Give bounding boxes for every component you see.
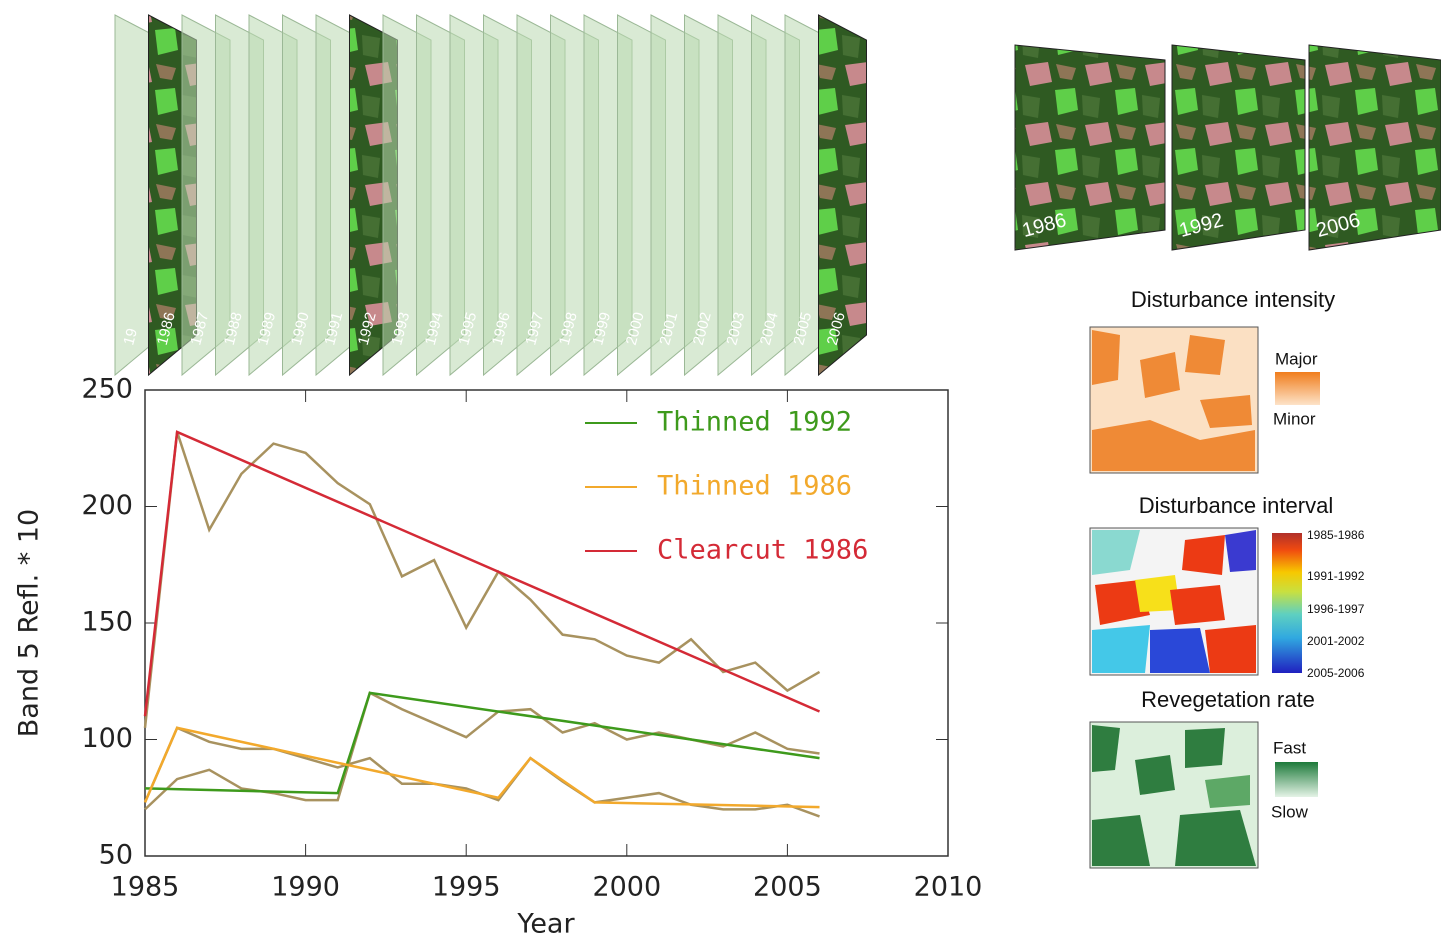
legend-label: Thinned 1986 — [657, 471, 852, 502]
x-tick-label: 1985 — [111, 872, 180, 903]
fitted-line — [145, 728, 820, 807]
y-tick-label: 250 — [81, 374, 133, 405]
colorbar-label: Minor — [1273, 409, 1316, 428]
y-tick-label: 200 — [81, 490, 133, 521]
figure: 1919861987198819891990199119921993199419… — [0, 0, 1441, 938]
map-title: Revegetation rate — [1141, 687, 1315, 712]
colorbar-label: 2001-2002 — [1307, 634, 1365, 648]
line-chart: Year Band 5 Refl. * 10 1985 1990 1995 2000 2… — [14, 374, 983, 938]
x-tick-label: 2005 — [753, 872, 822, 903]
colorbar-label: 2005-2006 — [1307, 666, 1365, 680]
interval-colorbar — [1272, 533, 1302, 673]
y-axis-label: Band 5 Refl. * 10 — [14, 509, 45, 737]
colorbar-label: Fast — [1273, 738, 1306, 757]
colorbar-label: Major — [1275, 349, 1318, 368]
colorbar-label: Slow — [1271, 802, 1309, 821]
intensity-colorbar — [1275, 372, 1320, 405]
x-tick-label: 2010 — [914, 872, 983, 903]
legend-label: Clearcut 1986 — [657, 535, 868, 566]
colorbar-label: 1996-1997 — [1307, 602, 1365, 616]
y-tick-label: 100 — [81, 723, 133, 754]
x-tick-label: 1990 — [271, 872, 340, 903]
map-title: Disturbance intensity — [1131, 287, 1335, 312]
plot-frame — [145, 390, 948, 856]
colorbar-label: 1991-1992 — [1307, 569, 1365, 583]
x-axis-label: Year — [516, 909, 575, 938]
legend-label: Thinned 1992 — [657, 407, 852, 438]
map-title: Disturbance interval — [1139, 493, 1333, 518]
x-tick-label: 2000 — [592, 872, 661, 903]
y-tick-label: 150 — [81, 607, 133, 638]
revegetation-colorbar — [1275, 762, 1318, 797]
colorbar-label: 1985-1986 — [1307, 528, 1365, 542]
x-tick-label: 1995 — [432, 872, 501, 903]
y-tick-label: 50 — [99, 840, 133, 871]
raw-line — [145, 728, 820, 817]
